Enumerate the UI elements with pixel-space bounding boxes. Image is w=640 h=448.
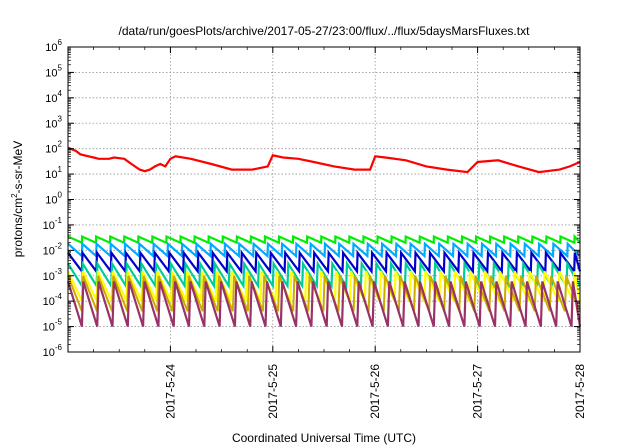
y-tick-label: 102 — [45, 140, 62, 156]
y-axis-label: protons/cm2-s-sr-MeV — [10, 141, 25, 257]
y-tick-label: 10-6 — [43, 343, 63, 359]
series-group — [66, 146, 582, 327]
y-tick-label: 103 — [45, 114, 62, 130]
x-tick-label: 2017-5-24 — [163, 364, 177, 419]
series-line-3 — [67, 241, 581, 259]
y-tick-label: 106 — [45, 38, 62, 54]
y-tick-label: 10-3 — [43, 267, 63, 283]
series-line-8 — [66, 281, 582, 327]
y-tick-label: 10-1 — [43, 216, 63, 232]
y-tick-label: 101 — [45, 165, 62, 181]
y-tick-label: 104 — [45, 89, 62, 105]
x-axis-label: Coordinated Universal Time (UTC) — [232, 431, 416, 445]
series-line-7 — [67, 275, 581, 312]
x-tick-label: 2017-5-27 — [471, 364, 485, 419]
series-line-1 — [67, 146, 581, 174]
series-line-2 — [67, 233, 581, 245]
y-tick-label: 10-5 — [43, 318, 63, 334]
x-tick-label: 2017-5-25 — [266, 364, 280, 419]
y-tick-label: 105 — [45, 63, 62, 79]
y-tick-label: 100 — [45, 191, 62, 207]
y-tick-label: 10-2 — [43, 241, 63, 257]
chart-title: /data/run/goesPlots/archive/2017-05-27/2… — [119, 24, 531, 38]
x-tick-label: 2017-5-26 — [368, 364, 382, 419]
y-tick-label: 10-4 — [43, 292, 63, 308]
x-axis: 2017-5-24 2017-5-25 2017-5-26 2017-5-27 2017… — [93, 47, 587, 419]
series-line-5 — [67, 259, 581, 290]
x-tick-label: 2017-5-28 — [573, 364, 587, 419]
series-line-4 — [67, 249, 582, 275]
